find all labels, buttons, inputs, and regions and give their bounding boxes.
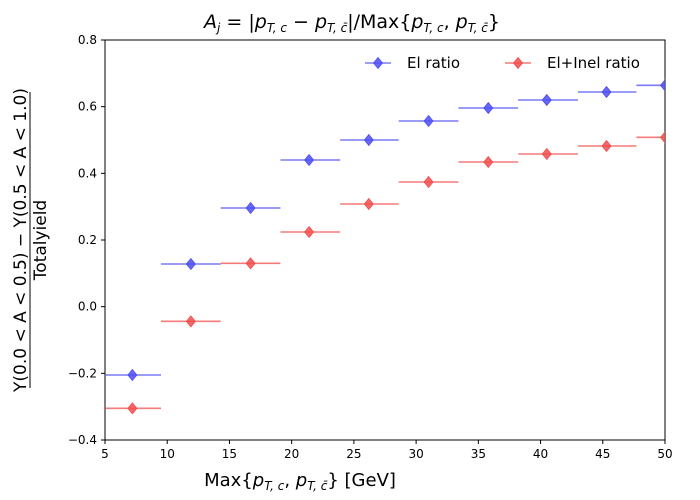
chart-title: Aj = |pT, c − pT, c̄|/Max{pT, c, pT, c̄} — [202, 11, 500, 35]
x-tick-label: 30 — [408, 447, 423, 461]
data-point — [541, 147, 552, 161]
data-point — [659, 79, 665, 92]
x-tick-label: 10 — [160, 447, 175, 461]
legend-item: El+Inel ratio — [505, 54, 640, 72]
y-tick-label: −0.2 — [68, 366, 97, 380]
data-point — [185, 257, 196, 271]
x-tick-label: 50 — [657, 447, 672, 461]
y-tick-label: 0.2 — [78, 233, 97, 247]
legend-label: El ratio — [407, 54, 460, 72]
data-point — [363, 197, 374, 211]
data-point — [541, 93, 552, 107]
x-axis: 5 10 15 20 25 30 35 40 45 50 — [101, 440, 673, 461]
y-tick-label: 0.4 — [78, 166, 97, 180]
data-point — [423, 175, 434, 189]
data-point — [304, 153, 315, 167]
legend-marker — [372, 56, 384, 70]
series-1 — [105, 131, 665, 415]
y-tick-label: 0.0 — [78, 300, 97, 314]
x-tick-label: 35 — [471, 447, 486, 461]
data-point — [659, 131, 665, 144]
x-tick-label: 15 — [222, 447, 237, 461]
y-axis-title-denominator: Totalyield — [31, 200, 51, 281]
x-tick-label: 45 — [595, 447, 610, 461]
legend-item: El ratio — [365, 54, 460, 72]
legend-label: El+Inel ratio — [547, 54, 640, 72]
data-point — [127, 368, 138, 382]
y-tick-label: 0.6 — [78, 100, 97, 114]
y-tick-label: −0.4 — [68, 433, 97, 447]
data-point — [127, 402, 138, 415]
data-point — [185, 315, 196, 328]
x-axis-title: Max{pT, c, pT, c̄} [GeV] — [204, 470, 396, 493]
data-point — [601, 85, 612, 99]
x-tick-label: 40 — [533, 447, 548, 461]
data-point — [363, 133, 374, 147]
data-point — [245, 257, 256, 270]
x-tick-label: 5 — [101, 447, 109, 461]
data-point — [423, 114, 434, 128]
legend-marker — [512, 56, 524, 70]
y-tick-label: 0.8 — [78, 33, 97, 47]
plot-frame — [104, 39, 666, 441]
x-tick-label: 20 — [284, 447, 299, 461]
data-series — [105, 79, 665, 415]
data-point — [245, 201, 256, 215]
data-point — [483, 101, 494, 115]
y-axis-title: Y(0.0 < A < 0.5) − Y(0.5 < A < 1.0) Tota… — [11, 88, 51, 393]
y-axis: −0.4 −0.2 0.0 0.2 0.4 0.6 0.8 — [68, 33, 105, 447]
data-point — [601, 139, 612, 153]
data-point — [483, 155, 494, 169]
data-point — [304, 225, 315, 239]
series-0 — [105, 79, 665, 382]
y-axis-title-numerator: Y(0.0 < A < 0.5) − Y(0.5 < A < 1.0) — [11, 88, 31, 393]
legend: El ratio El+Inel ratio — [365, 54, 640, 72]
x-tick-label: 25 — [346, 447, 361, 461]
